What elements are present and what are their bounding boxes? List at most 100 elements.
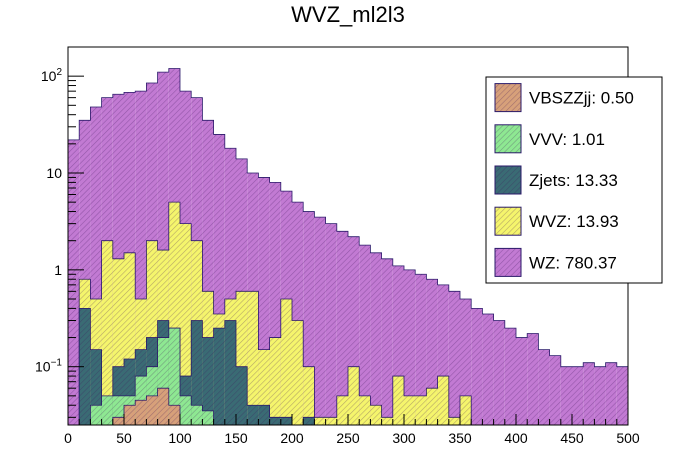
x-tick-label: 250 (336, 430, 360, 446)
bar-hatch-zjets (191, 320, 203, 425)
y-axis: 10−1 1 10 102 (35, 46, 84, 418)
bar-hatch-vbszzjj (146, 395, 158, 425)
x-axis: 0 50 100 150 200 250 300 350 400 450 500 (64, 414, 640, 446)
bar-hatch-wz (616, 366, 628, 425)
bar-hatch-wz (157, 72, 169, 425)
bar-hatch-wvz (247, 291, 259, 425)
bar-hatch-wvz (370, 405, 382, 425)
bar-hatch-wz (493, 320, 505, 425)
bar-hatch-wvz (314, 417, 326, 425)
y-tick-label: 10−1 (35, 358, 62, 375)
bar-hatch-vvv (180, 395, 192, 425)
x-tick-label: 500 (616, 430, 640, 446)
bar-hatch-vbszzjj (112, 417, 124, 425)
bar-hatch-vbszzjj (124, 405, 136, 425)
y-tick-label: 10 (46, 165, 62, 181)
bar-hatch-wvz (258, 349, 270, 425)
x-tick-label: 450 (560, 430, 584, 446)
bar-hatch-zjets (247, 405, 259, 425)
bar-hatch-wz (381, 258, 393, 425)
bar-hatch-wvz (269, 337, 281, 425)
bar-hatch-wvz (381, 417, 393, 425)
bar-hatch-wz (292, 202, 304, 425)
bar-hatch-wvz (101, 240, 113, 425)
y-tick-label: 102 (41, 67, 63, 84)
bar-hatch-zjets (258, 405, 270, 425)
x-tick-label: 50 (116, 430, 132, 446)
legend-swatch-hatch (495, 166, 521, 194)
bar-hatch-wz (549, 355, 561, 425)
bar-hatch-wvz (280, 299, 292, 425)
bar-hatch-wz (79, 120, 91, 426)
bar-hatch-wz (605, 362, 617, 425)
x-tick-label: 0 (64, 430, 72, 446)
bar-hatch-wz (594, 366, 606, 425)
legend-label: WZ: 780.37 (529, 253, 617, 272)
bar-hatch-wz (448, 291, 460, 425)
bar-hatch-wvz (392, 376, 404, 425)
bar-hatch-wz (68, 139, 80, 425)
bar-hatch-wz (572, 366, 584, 425)
bar-hatch-wz (504, 328, 516, 425)
bar-hatch-wz (90, 107, 102, 425)
legend-swatch-hatch (495, 124, 521, 153)
x-tick-label: 400 (504, 430, 528, 446)
histogram-bars (67, 68, 629, 426)
bar-hatch-wz (325, 223, 337, 425)
bar-hatch-wz (258, 177, 270, 425)
bar-hatch-wz (392, 265, 404, 425)
bar-hatch-vbszzjj (135, 400, 147, 425)
bar-hatch-wz (336, 231, 348, 425)
bar-hatch-zjets (90, 349, 102, 425)
bar-hatch-wvz (124, 252, 136, 425)
bar-hatch-wz (527, 333, 539, 425)
legend-label: WVZ: 13.93 (529, 212, 619, 231)
x-tick-label: 200 (280, 430, 304, 446)
x-tick-label: 350 (448, 430, 472, 446)
bar-hatch-wvz (359, 395, 371, 425)
legend-swatch-hatch (495, 83, 521, 112)
bar-hatch-wz (135, 91, 147, 426)
bar-hatch-wz (404, 269, 416, 425)
bar-hatch-wz (426, 279, 438, 425)
x-tick-label: 100 (168, 430, 192, 446)
bar-hatch-vvv (101, 395, 113, 425)
bar-hatch-wvz (303, 366, 315, 425)
bar-hatch-wz (213, 134, 225, 425)
bar-hatch-wvz (292, 320, 304, 425)
bar-hatch-wz (303, 211, 315, 425)
bar-hatch-wvz (426, 388, 438, 425)
bar-hatch-wvz (404, 395, 416, 425)
bar-hatch-wvz (112, 258, 124, 425)
legend-label: Zjets: 13.33 (529, 171, 618, 190)
bar-hatch-zjets (269, 417, 281, 425)
bar-hatch-zjets (79, 308, 91, 425)
bar-hatch-vvv (90, 405, 102, 425)
y-tick-label: 1 (54, 262, 62, 278)
bar-hatch-wvz (448, 417, 460, 425)
bar-hatch-wvz (460, 395, 472, 425)
bar-hatch-vvv (112, 395, 124, 425)
bar-hatch-wz (583, 362, 595, 425)
bar-hatch-wz (359, 245, 371, 425)
bar-hatch-wvz (348, 366, 360, 425)
bar-hatch-wvz (146, 240, 158, 425)
bar-hatch-wz (202, 120, 214, 426)
bar-hatch-zjets (213, 328, 225, 425)
legend-swatch-hatch (495, 248, 521, 277)
x-tick-label: 150 (224, 430, 248, 446)
x-tick-label: 300 (392, 430, 416, 446)
bar-hatch-wz (471, 308, 483, 425)
bar-hatch-wvz (325, 417, 337, 425)
bar-hatch-wz (482, 314, 494, 425)
bar-hatch-wz (314, 217, 326, 425)
series-outline-wz (67, 68, 629, 425)
bar-hatch-wz (348, 236, 360, 425)
legend-swatch-hatch (495, 207, 521, 236)
bar-hatch-wvz (415, 395, 427, 425)
bar-hatch-wz (560, 366, 572, 425)
bar-hatch-wz (415, 274, 427, 425)
legend-label: VVV: 1.01 (529, 130, 605, 149)
bar-hatch-zjets (280, 417, 292, 425)
